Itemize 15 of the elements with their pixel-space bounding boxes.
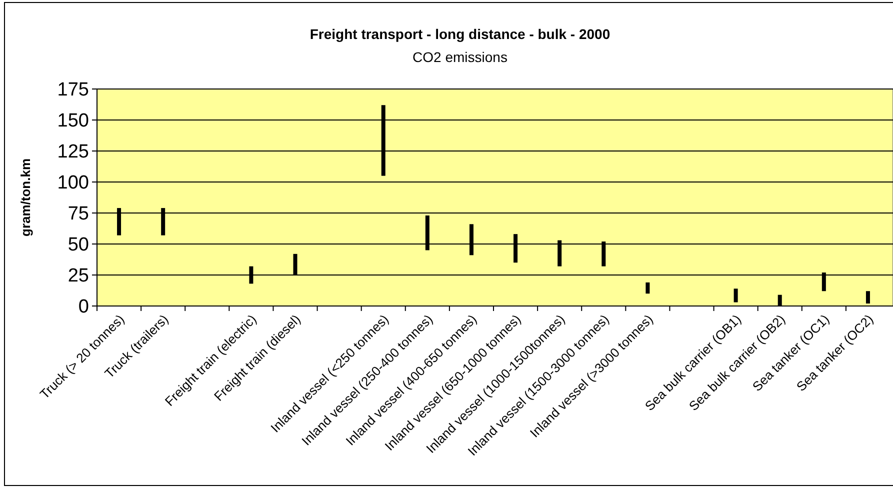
bar — [778, 294, 782, 306]
chart-subtitle: CO2 emissions — [412, 49, 508, 65]
y-tick-label: 0 — [78, 296, 89, 318]
bar — [646, 282, 650, 294]
y-tick-label: 175 — [57, 80, 89, 101]
y-tick-label: 25 — [68, 266, 89, 287]
y-tick-label: 125 — [57, 142, 89, 163]
y-tick-label: 100 — [57, 172, 89, 194]
y-tick-label: 50 — [68, 234, 89, 256]
y-tick-label: 75 — [68, 204, 89, 225]
y-tick-label: 150 — [57, 110, 89, 132]
chart-title: Freight transport - long distance - bulk - 2000 — [310, 26, 610, 42]
y-axis-title: gram/ton.km — [18, 158, 33, 237]
bar — [866, 291, 870, 304]
bar — [734, 288, 738, 302]
